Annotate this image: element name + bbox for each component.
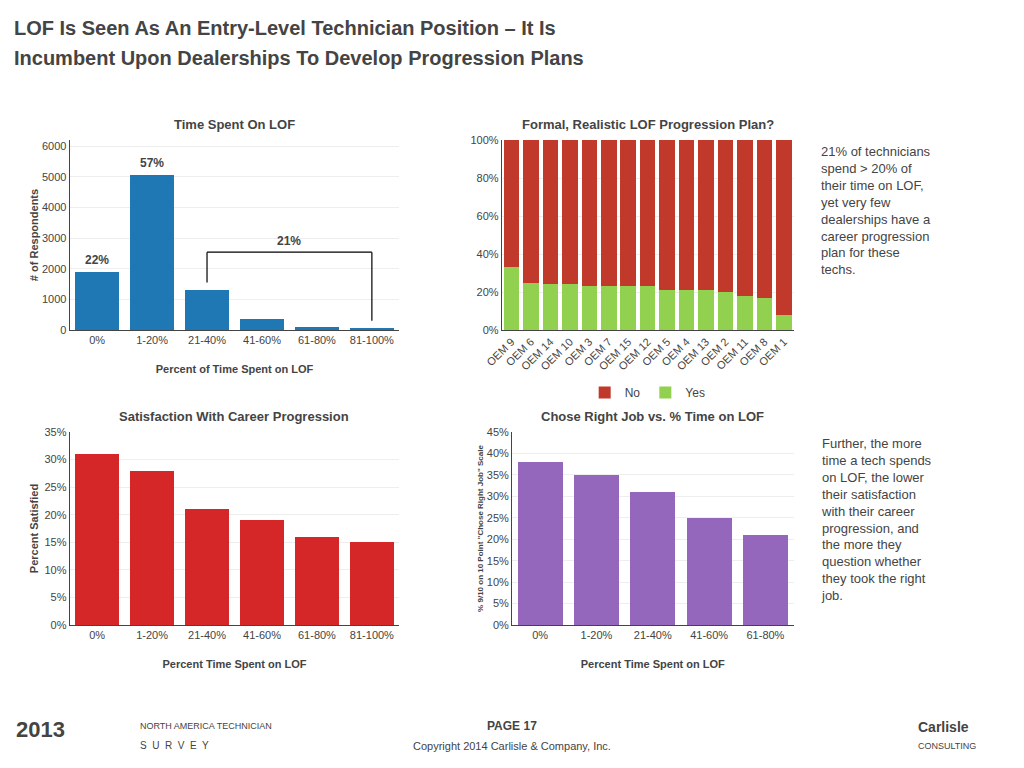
svg-text:Further, the moretime a tech s: Further, the moretime a tech spendson LO… [821,436,932,603]
svg-text:0: 0 [60,324,66,336]
svg-text:# of Respondents: # of Respondents [28,189,40,281]
svg-text:Copyright 2014 Carlisle & Comp: Copyright 2014 Carlisle & Company, Inc. [413,740,611,752]
svg-text:5%: 5% [493,597,509,609]
svg-text:OEM 2: OEM 2 [698,336,731,369]
svg-text:21-40%: 21-40% [188,629,226,641]
svg-text:30%: 30% [487,490,509,502]
svg-text:OEM 4: OEM 4 [659,336,692,369]
svg-text:Percent Satisfied: Percent Satisfied [28,484,40,573]
svg-text:Formal, Realistic LOF Progress: Formal, Realistic LOF Progression Plan? [522,117,774,132]
svg-text:57%: 57% [140,156,164,170]
svg-text:21-40%: 21-40% [634,629,672,641]
svg-text:81-100%: 81-100% [350,629,394,641]
svg-text:% 9/10 on 10 Point "Chose Righ: % 9/10 on 10 Point "Chose Right Job" Sca… [476,445,485,612]
svg-text:PAGE 17: PAGE 17 [487,719,537,733]
svg-text:Yes: Yes [685,386,705,400]
svg-text:LOF Is Seen As An Entry-Level: LOF Is Seen As An Entry-Level Technician… [14,17,556,39]
svg-text:1-20%: 1-20% [581,629,613,641]
svg-text:21-40%: 21-40% [188,334,226,346]
svg-text:OEM 5: OEM 5 [640,336,673,369]
svg-text:81-100%: 81-100% [350,334,394,346]
svg-text:15%: 15% [487,555,509,567]
svg-text:OEM 7: OEM 7 [581,336,614,369]
svg-text:0%: 0% [89,629,105,641]
svg-text:100%: 100% [470,134,498,146]
svg-text:Time Spent On LOF: Time Spent On LOF [174,117,295,132]
svg-text:1000: 1000 [42,293,66,305]
svg-text:Carlisle: Carlisle [918,719,969,735]
svg-text:21% of techniciansspend > 20%: 21% of techniciansspend > 20% oftheir ti… [821,144,931,277]
svg-text:Percent Time Spent on LOF: Percent Time Spent on LOF [581,658,725,670]
svg-text:OEM 1: OEM 1 [756,336,789,369]
svg-text:15%: 15% [44,536,66,548]
svg-text:NORTH AMERICA TECHNICIAN: NORTH AMERICA TECHNICIAN [140,721,272,731]
svg-text:0%: 0% [89,334,105,346]
svg-text:2013: 2013 [16,717,65,742]
svg-text:3000: 3000 [42,232,66,244]
svg-text:Satisfaction With Career Progr: Satisfaction With Career Progression [119,409,349,424]
svg-text:10%: 10% [487,576,509,588]
svg-text:61-80%: 61-80% [746,629,784,641]
svg-text:OEM 14: OEM 14 [519,336,556,373]
svg-text:20%: 20% [477,286,499,298]
svg-text:41-60%: 41-60% [243,334,281,346]
svg-text:35%: 35% [487,469,509,481]
svg-text:OEM 8: OEM 8 [737,336,770,369]
svg-text:No: No [625,386,641,400]
svg-text:Chose Right Job vs. % Time on: Chose Right Job vs. % Time on LOF [541,409,764,424]
svg-text:1-20%: 1-20% [136,629,168,641]
svg-text:OEM 12: OEM 12 [616,336,653,373]
svg-text:OEM 6: OEM 6 [504,336,537,369]
svg-text:Percent of Time Spent on LOF: Percent of Time Spent on LOF [156,363,314,375]
svg-text:Percent Time Spent on LOF: Percent Time Spent on LOF [162,658,306,670]
svg-text:41-60%: 41-60% [243,629,281,641]
svg-text:4000: 4000 [42,201,66,213]
svg-text:0%: 0% [483,324,499,336]
svg-text:40%: 40% [487,447,509,459]
svg-text:25%: 25% [44,481,66,493]
svg-text:OEM 13: OEM 13 [674,336,711,373]
svg-text:40%: 40% [477,248,499,260]
svg-text:OEM 15: OEM 15 [596,336,633,373]
svg-text:20%: 20% [44,509,66,521]
svg-text:80%: 80% [477,172,499,184]
svg-text:OEM 10: OEM 10 [538,336,575,373]
svg-text:6000: 6000 [42,140,66,152]
svg-text:0%: 0% [532,629,548,641]
svg-text:CONSULTING: CONSULTING [918,741,976,751]
svg-text:25%: 25% [487,512,509,524]
svg-text:OEM 3: OEM 3 [562,336,595,369]
svg-text:0%: 0% [493,619,509,631]
svg-text:OEM 9: OEM 9 [484,336,517,369]
svg-text:35%: 35% [44,426,66,438]
svg-text:20%: 20% [487,533,509,545]
svg-text:10%: 10% [44,564,66,576]
svg-text:21%: 21% [277,234,301,248]
svg-text:5000: 5000 [42,171,66,183]
svg-text:5%: 5% [51,591,67,603]
svg-text:60%: 60% [477,210,499,222]
svg-text:45%: 45% [487,426,509,438]
svg-text:61-80%: 61-80% [298,334,336,346]
svg-text:S U R V E Y: S U R V E Y [140,740,209,751]
svg-text:0%: 0% [51,619,67,631]
svg-text:61-80%: 61-80% [298,629,336,641]
svg-text:Incumbent Upon Dealerships To: Incumbent Upon Dealerships To Develop Pr… [14,47,584,69]
svg-text:30%: 30% [44,453,66,465]
svg-text:41-60%: 41-60% [690,629,728,641]
svg-text:OEM 11: OEM 11 [714,336,750,372]
svg-text:2000: 2000 [42,263,66,275]
svg-text:1-20%: 1-20% [136,334,168,346]
svg-text:22%: 22% [85,253,109,267]
